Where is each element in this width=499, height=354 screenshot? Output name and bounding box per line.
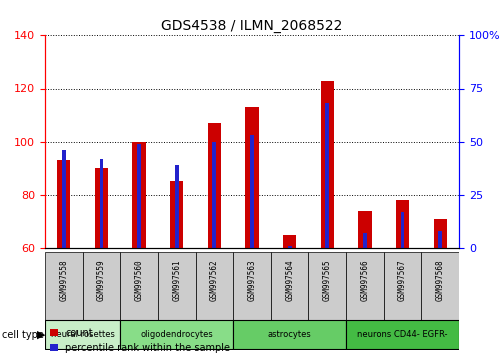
Bar [346,251,384,322]
Text: GSM997561: GSM997561 [172,259,181,301]
Bar [246,107,258,248]
Bar [308,251,346,322]
Text: neural rosettes: neural rosettes [50,330,114,339]
Bar [288,246,291,248]
Bar [99,159,103,248]
Bar [438,231,442,248]
Bar [95,168,108,248]
Text: oligodendrocytes: oligodendrocytes [140,330,213,339]
Bar [401,212,405,248]
Text: GSM997566: GSM997566 [360,259,369,301]
Bar [233,320,346,349]
Bar [132,142,146,248]
Bar [434,218,447,248]
Text: ▶: ▶ [37,330,46,339]
Bar [384,251,422,322]
Bar [175,165,179,248]
Bar [325,103,329,248]
Bar [250,135,254,248]
Bar [57,160,70,248]
Text: neurons CD44- EGFR-: neurons CD44- EGFR- [357,330,448,339]
Bar [422,251,459,322]
Text: cell type: cell type [2,330,44,339]
Text: GSM997563: GSM997563 [248,259,256,301]
Text: GSM997562: GSM997562 [210,259,219,301]
Bar [170,181,183,248]
Bar [196,251,233,322]
Text: GSM997558: GSM997558 [59,259,68,301]
Bar [321,81,334,248]
Bar [346,320,459,349]
Bar [120,251,158,322]
Title: GDS4538 / ILMN_2068522: GDS4538 / ILMN_2068522 [161,19,343,33]
Bar [358,211,372,248]
Bar [45,320,120,349]
Text: GSM997559: GSM997559 [97,259,106,301]
Text: GSM997560: GSM997560 [135,259,144,301]
Bar [233,251,271,322]
Bar [45,251,82,322]
Bar [137,144,141,248]
Text: GSM997565: GSM997565 [323,259,332,301]
Bar [158,251,196,322]
Text: GSM997567: GSM997567 [398,259,407,301]
Bar [283,235,296,248]
Bar [82,251,120,322]
Text: GSM997568: GSM997568 [436,259,445,301]
Bar [271,251,308,322]
Bar [208,123,221,248]
Text: astrocytes: astrocytes [268,330,311,339]
Text: GSM997564: GSM997564 [285,259,294,301]
Bar [213,142,216,248]
Bar [62,150,65,248]
Bar [120,320,233,349]
Bar [363,233,367,248]
Bar [396,200,409,248]
Legend: count, percentile rank within the sample: count, percentile rank within the sample [50,328,231,353]
